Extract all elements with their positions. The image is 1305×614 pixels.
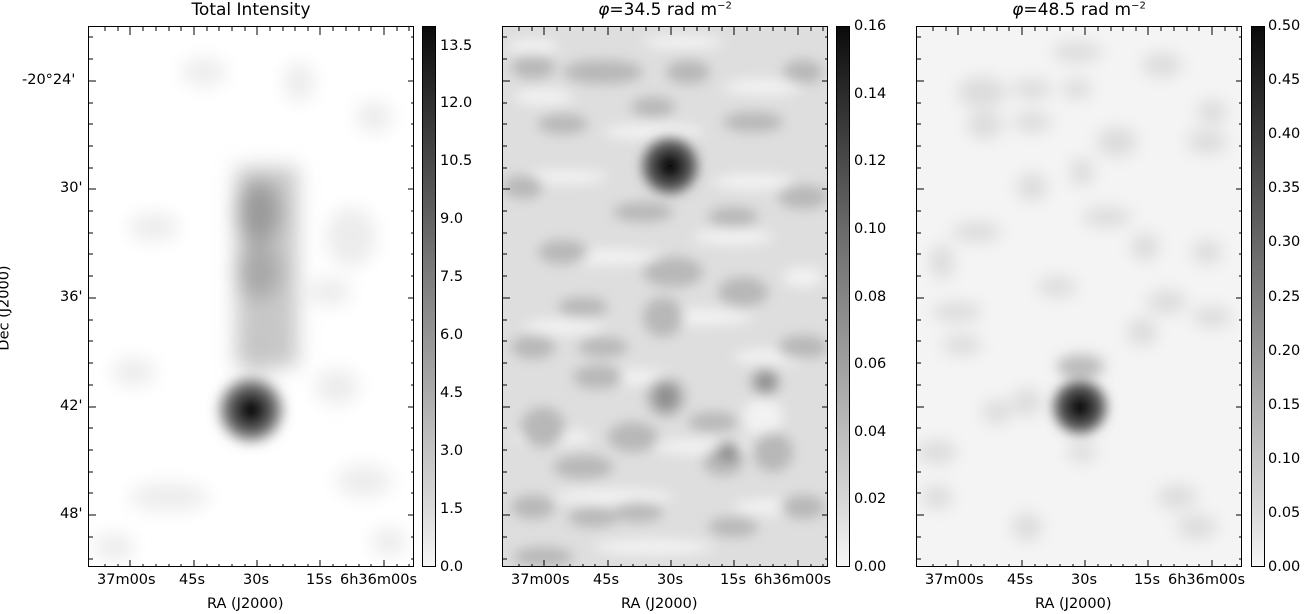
panel-1-image bbox=[88, 26, 414, 567]
panel-2-title: φ=34.5 rad m−2 bbox=[502, 0, 828, 24]
colorbar-3 bbox=[1251, 26, 1265, 567]
colorbar-1 bbox=[422, 26, 436, 567]
x-tick-label: 6h36m00s bbox=[1168, 572, 1245, 588]
colorbar-3-tick: 0.30 bbox=[1268, 234, 1301, 250]
x-tick-label: 15s bbox=[720, 572, 747, 588]
panel-3-title-value: =48.5 rad m bbox=[1023, 0, 1132, 20]
y-tick-label: 30' bbox=[60, 180, 83, 196]
panel-2-image bbox=[502, 26, 828, 567]
colorbar-2-tick: 0.10 bbox=[854, 221, 887, 237]
x-axis-label: RA (J2000) bbox=[621, 596, 698, 612]
panel-2-title-exponent: −2 bbox=[717, 0, 732, 12]
colorbar-1-tick: 13.5 bbox=[440, 38, 473, 54]
colorbar-1-tick: 1.5 bbox=[440, 501, 464, 517]
colorbar-2-tick: 0.02 bbox=[854, 491, 887, 507]
x-tick-label: 6h36m00s bbox=[340, 572, 417, 588]
x-tick-label: 30s bbox=[243, 572, 270, 588]
colorbar-1-tick: 4.5 bbox=[440, 385, 464, 401]
y-tick-label: 36' bbox=[60, 289, 83, 305]
x-tick-label: 45s bbox=[179, 572, 206, 588]
colorbar-2-tick: 0.06 bbox=[854, 356, 887, 372]
colorbar-3-tick: 0.00 bbox=[1268, 559, 1301, 575]
x-tick-label: 30s bbox=[657, 572, 684, 588]
colorbar-1-tick: 3.0 bbox=[440, 443, 464, 459]
y-tick-label: 42' bbox=[60, 398, 83, 414]
colorbar-1-tick: 7.5 bbox=[440, 269, 464, 285]
colorbar-3-tick: 0.15 bbox=[1268, 397, 1301, 413]
y-tick-label: -20°24' bbox=[22, 72, 76, 88]
x-tick-label: 45s bbox=[593, 572, 620, 588]
colorbar-1-tick: 12.0 bbox=[440, 95, 473, 111]
colorbar-2-tick: 0.16 bbox=[854, 18, 887, 34]
panel-3-title: φ=48.5 rad m−2 bbox=[916, 0, 1242, 24]
x-axis-label: RA (J2000) bbox=[1035, 596, 1112, 612]
x-tick-label: 37m00s bbox=[97, 572, 156, 588]
x-axis-label: RA (J2000) bbox=[207, 596, 284, 612]
y-tick-label: 48' bbox=[60, 506, 83, 522]
x-tick-label: 37m00s bbox=[511, 572, 570, 588]
colorbar-3-tick: 0.05 bbox=[1268, 505, 1301, 521]
colorbar-2-tick: 0.00 bbox=[854, 559, 887, 575]
colorbar-1-tick: 10.5 bbox=[440, 153, 473, 169]
colorbar-2-tick: 0.04 bbox=[854, 424, 887, 440]
x-tick-label: 37m00s bbox=[925, 572, 984, 588]
x-tick-label: 15s bbox=[1134, 572, 1161, 588]
colorbar-1-tick: 0.0 bbox=[440, 559, 464, 575]
colorbar-3-tick: 0.25 bbox=[1268, 289, 1301, 305]
colorbar-3-tick: 0.20 bbox=[1268, 343, 1301, 359]
colorbar-3-tick: 0.50 bbox=[1268, 18, 1301, 34]
colorbar-3-tick: 0.45 bbox=[1268, 72, 1301, 88]
x-tick-label: 30s bbox=[1071, 572, 1098, 588]
colorbar-3-tick: 0.40 bbox=[1268, 126, 1301, 142]
colorbar-1-tick: 9.0 bbox=[440, 211, 464, 227]
x-tick-label: 15s bbox=[306, 572, 333, 588]
x-tick-label: 45s bbox=[1007, 572, 1034, 588]
colorbar-2-tick: 0.12 bbox=[854, 153, 887, 169]
colorbar-2-tick: 0.14 bbox=[854, 86, 887, 102]
colorbar-2 bbox=[836, 26, 850, 567]
colorbar-1-tick: 6.0 bbox=[440, 327, 464, 343]
colorbar-2-tick: 0.08 bbox=[854, 289, 887, 305]
colorbar-3-tick: 0.35 bbox=[1268, 180, 1301, 196]
x-tick-label: 6h36m00s bbox=[754, 572, 831, 588]
colorbar-3-tick: 0.10 bbox=[1268, 451, 1301, 467]
panel-3-title-exponent: −2 bbox=[1131, 0, 1146, 12]
panel-3-image bbox=[916, 26, 1242, 567]
y-axis-label: Dec (J2000) bbox=[0, 265, 13, 351]
phi-symbol: φ bbox=[1012, 0, 1024, 20]
panel-1-title: Total Intensity bbox=[88, 0, 414, 24]
phi-symbol: φ bbox=[598, 0, 610, 20]
panel-2-title-value: =34.5 rad m bbox=[609, 0, 718, 20]
panel-1-title-text: Total Intensity bbox=[191, 0, 311, 20]
